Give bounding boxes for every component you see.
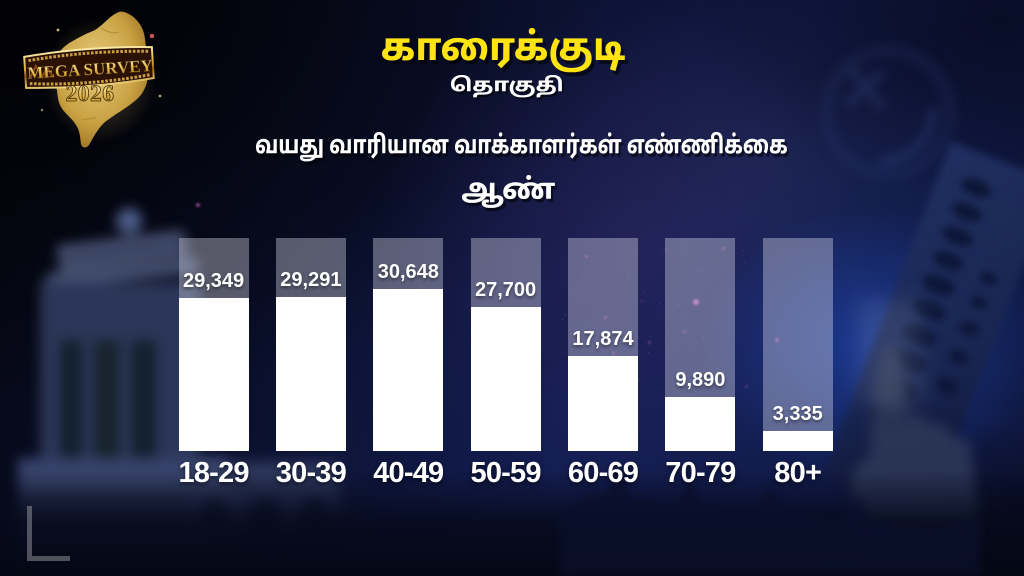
svg-text:2026: 2026 <box>66 81 115 107</box>
